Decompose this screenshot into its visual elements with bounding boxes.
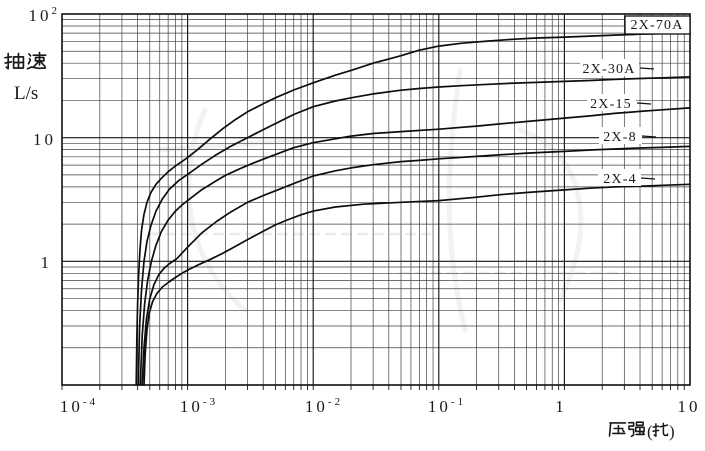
stroke	[652, 425, 660, 428]
curve-label-bg	[580, 59, 639, 76]
curve-label-bg	[587, 94, 636, 111]
cjk-chou	[4, 52, 25, 70]
cjk-su	[26, 51, 47, 70]
stroke	[33, 60, 40, 68]
stroke	[4, 61, 13, 64]
tick-label: 10	[33, 130, 56, 149]
cjk-ya	[608, 422, 627, 437]
curve-label-leader	[639, 67, 655, 70]
stroke	[653, 423, 657, 437]
stroke	[662, 422, 669, 437]
stroke	[641, 431, 645, 435]
watermark-stroke	[517, 127, 584, 303]
curve-label: 2X-4	[603, 172, 637, 187]
watermark-stroke	[446, 67, 468, 333]
watermark-stroke	[157, 137, 303, 153]
paren-open: (	[647, 422, 653, 441]
axis-labels: 102 10 1 10-4 10-3 10-2 10-1 1 10	[29, 5, 701, 416]
stroke	[28, 53, 32, 57]
x-axis-title: ()	[608, 421, 675, 441]
tick-label: 102	[29, 5, 61, 25]
curve-label-box	[624, 15, 691, 35]
tick-label: 10	[678, 397, 701, 416]
curve-2X-70A	[135, 32, 691, 386]
curve-label-leader	[636, 102, 652, 105]
stroke	[34, 56, 45, 62]
cjk-tuo	[652, 422, 669, 437]
stroke	[652, 429, 660, 433]
curve-label-leader	[640, 177, 656, 180]
curve-label: 2X-30A	[582, 62, 635, 77]
curve-2X-30A	[137, 76, 691, 386]
curve-label: 2X-15	[590, 97, 632, 112]
y-axis-title: L/s	[4, 51, 47, 104]
tick-label: 10-4	[60, 396, 98, 416]
stroke	[26, 66, 47, 70]
curve-label-bg	[599, 127, 642, 144]
stroke	[27, 57, 32, 65]
curves	[135, 32, 691, 386]
tick-label: 1	[41, 253, 53, 272]
curve-labels: 2X-70A 2X-30A 2X-15 2X-8 2X-4	[580, 15, 691, 187]
curve-label: 2X-70A	[630, 18, 683, 33]
stroke	[627, 421, 635, 438]
plot-frame	[61, 13, 691, 386]
cjk-qiang	[627, 421, 645, 438]
stroke	[12, 56, 25, 69]
watermark-stroke	[186, 107, 248, 313]
curve-label: 2X-8	[603, 130, 637, 145]
stroke	[39, 60, 46, 68]
stroke	[635, 421, 644, 427]
axis-ticks	[61, 385, 685, 390]
curve-2X-8	[141, 145, 691, 386]
watermark	[148, 67, 632, 333]
stroke	[4, 55, 13, 59]
curve-label-bg	[598, 169, 641, 186]
y-axis-unit: L/s	[14, 83, 38, 104]
stroke	[634, 426, 645, 433]
curve-2X-4	[143, 183, 691, 386]
curve-label-leader	[641, 135, 657, 138]
paren-close: )	[669, 422, 675, 441]
tick-label: 10-1	[428, 396, 466, 416]
tick-label: 1	[555, 397, 567, 416]
curve-2X-15	[139, 107, 691, 386]
stroke	[5, 52, 10, 70]
stroke	[608, 422, 612, 437]
grid-major	[62, 14, 690, 385]
tick-label: 10-3	[180, 396, 218, 416]
stroke	[621, 429, 625, 433]
tick-label: 10-2	[305, 396, 343, 416]
